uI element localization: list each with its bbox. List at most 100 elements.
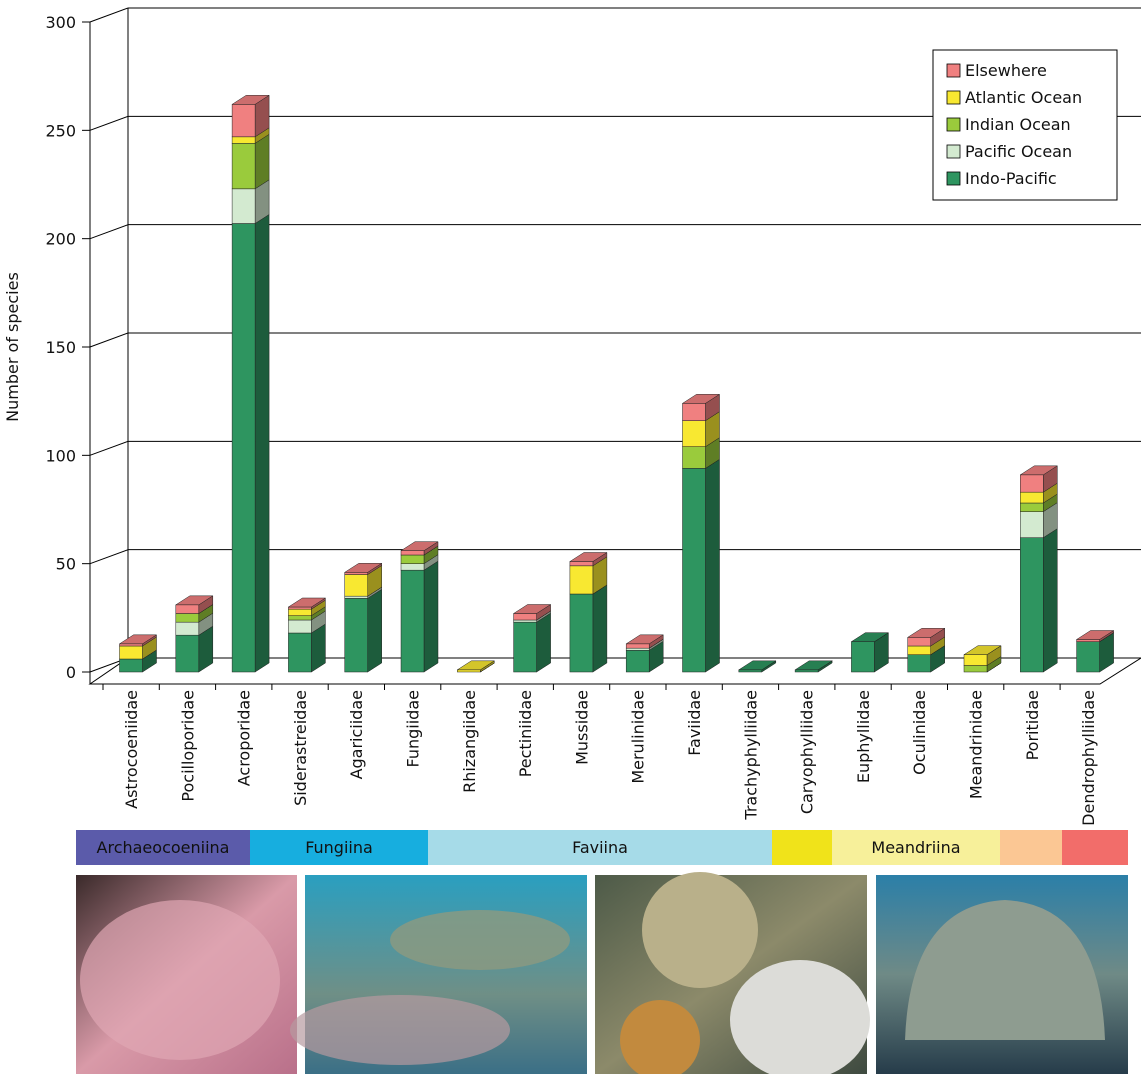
- bar-top: [794, 660, 833, 671]
- bar: [400, 569, 425, 673]
- bar: [344, 572, 368, 575]
- bar-top: [512, 604, 552, 614]
- legend-swatch: [946, 63, 961, 78]
- tick-mark: [89, 440, 129, 456]
- bar: [231, 104, 256, 138]
- bar-top: [118, 634, 158, 645]
- bar: [1020, 474, 1044, 493]
- bar-segment: [1020, 502, 1058, 539]
- legend-swatch: [946, 117, 961, 132]
- y-tick-label: 100: [45, 446, 76, 465]
- bar: [682, 468, 706, 673]
- y-axis-label: Number of species: [3, 272, 22, 422]
- photos: [76, 872, 1128, 1078]
- suborder-label: Meandriina: [871, 838, 960, 857]
- bar-segment: [1020, 465, 1058, 493]
- bar-segment: [851, 632, 889, 673]
- x-tick-label: Meandrinidae: [967, 690, 986, 799]
- bar: [288, 615, 312, 621]
- bar: [625, 647, 650, 651]
- x-tick-label: Agariciidae: [347, 690, 366, 779]
- tick-mark: [89, 115, 129, 131]
- bar: [288, 606, 312, 610]
- bar-top: [625, 634, 665, 645]
- bar-top: [906, 628, 946, 638]
- x-tick-label: Mussidae: [572, 690, 591, 765]
- bar: [625, 650, 650, 673]
- bar-top: [400, 541, 439, 551]
- bar: [175, 621, 200, 636]
- bar-top: [287, 597, 327, 608]
- legend-label: Indian Ocean: [965, 115, 1071, 134]
- bar: [119, 658, 143, 673]
- bar-side: [1043, 528, 1058, 673]
- bar-segment: [119, 636, 157, 660]
- legend-box: [932, 49, 1118, 201]
- bar-top: [231, 95, 270, 105]
- bar: [513, 621, 537, 673]
- photo-detail: [290, 995, 510, 1065]
- bar: [175, 613, 200, 623]
- bar: [738, 669, 763, 673]
- bar: [682, 446, 706, 469]
- bar: [231, 188, 256, 224]
- bar: [231, 143, 256, 190]
- bar-segment: [231, 133, 270, 190]
- bar: [288, 632, 312, 673]
- bar: [1020, 537, 1044, 673]
- bar: [344, 598, 368, 673]
- bar: [119, 643, 143, 647]
- bar: [400, 554, 425, 564]
- tick-mark: [89, 549, 129, 565]
- bar-side: [367, 588, 382, 673]
- bar-segment: [682, 437, 720, 469]
- bar-segment: [344, 565, 382, 597]
- suborder-band: [76, 830, 250, 865]
- bar-top: [569, 552, 608, 562]
- x-tick-label: Fungiidae: [404, 690, 423, 767]
- y-tick-label: 150: [45, 338, 76, 357]
- bar-segment: [231, 179, 270, 224]
- bar: [513, 619, 537, 623]
- suborder-band: [772, 830, 832, 865]
- suborder-label: Faviina: [572, 838, 628, 857]
- bar-segment: [400, 554, 439, 571]
- y-tick-label: 50: [56, 555, 76, 574]
- suborder-band: [1062, 830, 1128, 865]
- bar: [288, 619, 312, 634]
- x-tick-label: Rhizangiidae: [460, 690, 479, 793]
- bar: [231, 223, 256, 673]
- bar: [1020, 511, 1044, 538]
- bar: [963, 665, 988, 673]
- x-tick-label: Faviidae: [685, 690, 704, 756]
- bar: [569, 593, 594, 673]
- bar: [344, 595, 368, 599]
- x-tick-label: Poritidae: [1023, 690, 1042, 760]
- bar: [569, 561, 594, 567]
- x-tick-label: Merulinidae: [629, 690, 648, 784]
- x-tick-label: Caryophylliidae: [798, 690, 817, 814]
- legend-swatch: [946, 144, 961, 159]
- bar: [569, 565, 594, 595]
- y-tick-label: 250: [45, 121, 76, 140]
- bar: [1076, 639, 1100, 642]
- bar-segment: [344, 588, 382, 673]
- bar-top: [850, 632, 890, 642]
- photo-detail: [390, 910, 570, 970]
- bar-side: [254, 214, 270, 673]
- x-tick-label: Astrocoeniidae: [122, 690, 141, 809]
- bar: [1076, 641, 1100, 673]
- bar: [231, 136, 256, 144]
- bar: [907, 645, 931, 655]
- bar: [682, 403, 706, 421]
- bar: [175, 634, 200, 673]
- bar: [400, 550, 425, 556]
- bar: [344, 574, 368, 597]
- bar: [851, 641, 875, 673]
- x-tick-label: Euphyllidae: [854, 690, 873, 783]
- photo-detail: [80, 900, 280, 1060]
- bar-segment: [682, 393, 720, 422]
- x-tick-label: Trachyphylliidae: [741, 690, 760, 821]
- bar-segment: [400, 560, 439, 673]
